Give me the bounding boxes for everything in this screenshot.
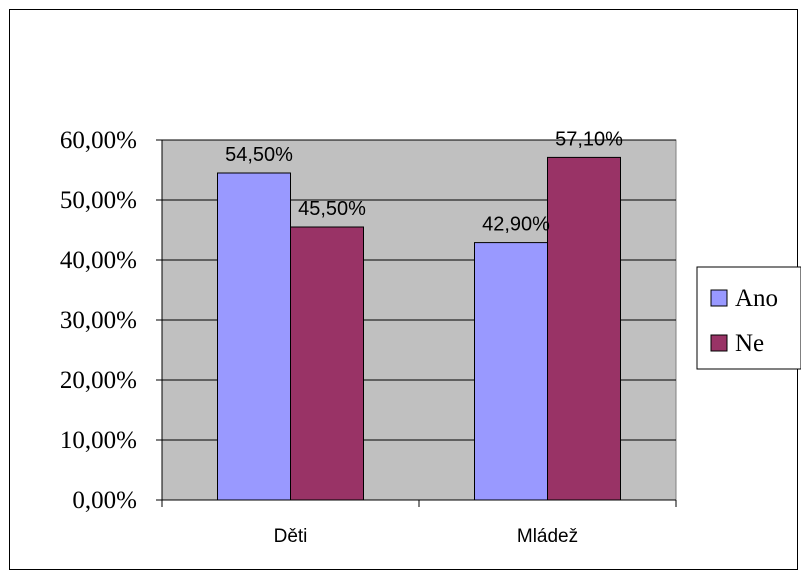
legend-swatch	[710, 334, 728, 352]
legend-label: Ne	[735, 330, 764, 357]
y-tick-label: 30,00%	[60, 307, 137, 334]
bar	[547, 156, 621, 501]
y-tick-label: 10,00%	[60, 427, 137, 454]
bar	[474, 242, 548, 501]
data-label: 42,90%	[482, 214, 550, 236]
data-labels: 54,50% 45,50% 42,90% 57,10%	[225, 128, 623, 235]
legend-label: Ano	[735, 285, 778, 312]
legend-swatch	[710, 289, 728, 307]
bar	[290, 226, 364, 501]
y-tick-label: 20,00%	[60, 367, 137, 394]
y-tick-label: 50,00%	[60, 187, 137, 214]
x-tick-label: Děti	[274, 526, 308, 547]
bars	[217, 156, 621, 501]
x-axis: Děti Mládež	[161, 499, 677, 547]
legend: Ano Ne	[696, 266, 801, 370]
bar	[217, 172, 291, 501]
y-axis: 0,00% 10,00% 20,00% 30,00% 40,00% 50,00% 60,00…	[60, 127, 163, 514]
data-label: 54,50%	[225, 144, 293, 166]
data-label: 57,10%	[555, 128, 623, 150]
legend-box	[696, 266, 801, 370]
x-tick-label: Mládež	[517, 526, 578, 547]
y-tick-label: 40,00%	[60, 247, 137, 274]
y-tick-label: 0,00%	[72, 487, 137, 514]
data-label: 45,50%	[298, 198, 366, 220]
y-tick-label: 60,00%	[60, 127, 137, 154]
